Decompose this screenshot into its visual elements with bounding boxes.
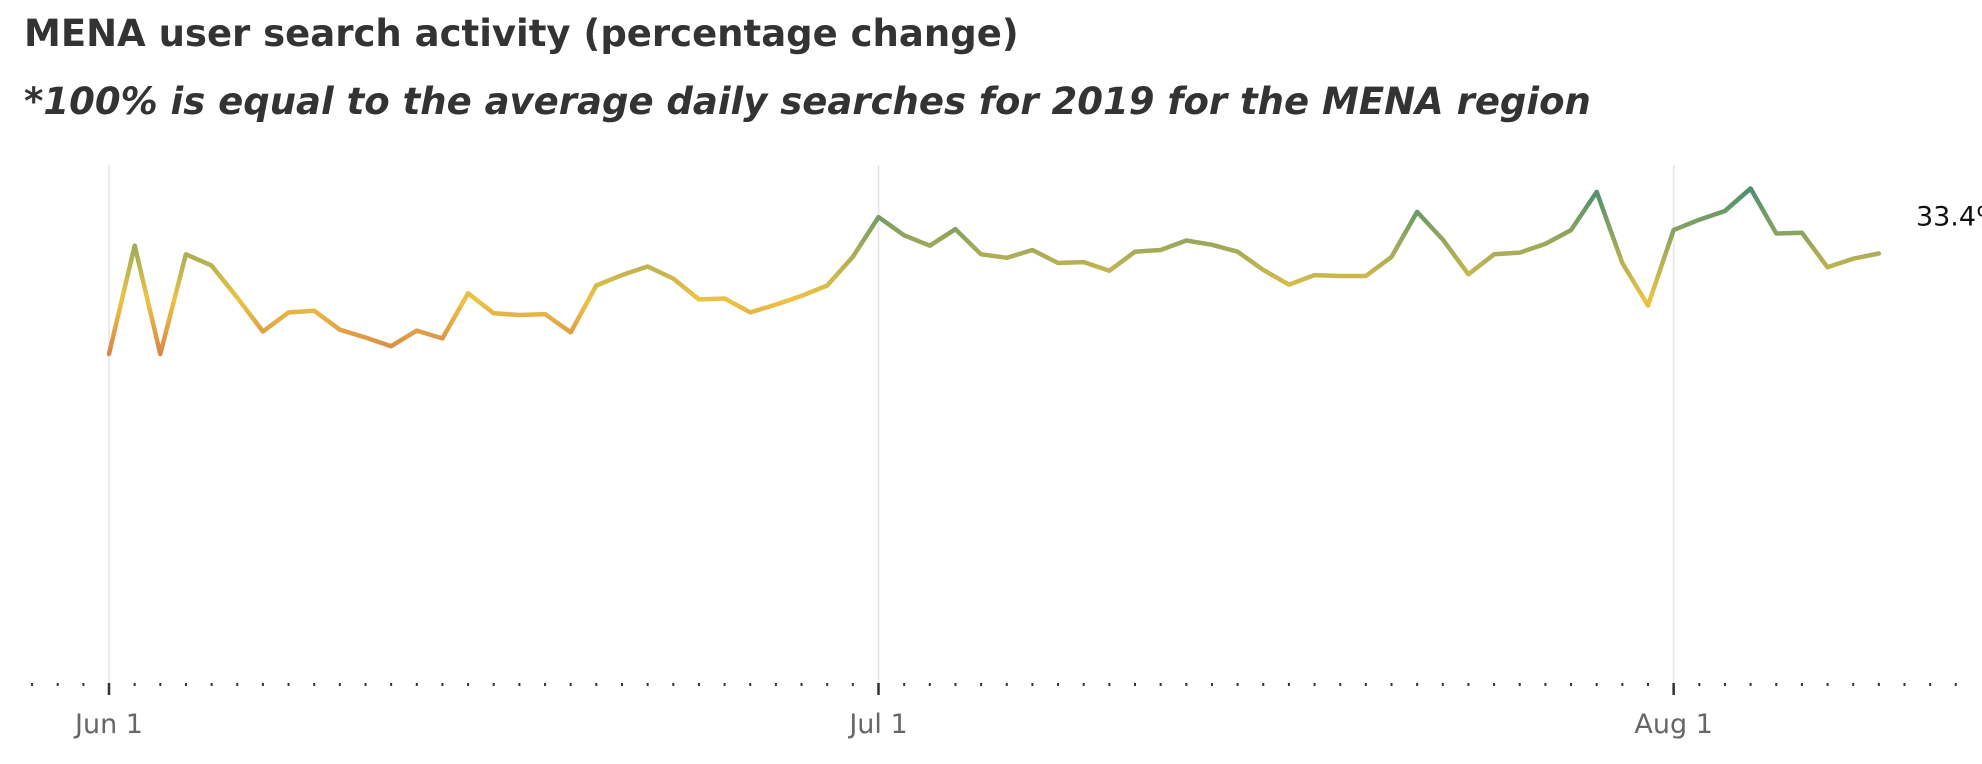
chart-subtitle: *100% is equal to the average daily sear… (24, 80, 1591, 123)
x-axis-tick-labels: Jun 1 Jul 1 Aug 1 (73, 709, 1713, 740)
x-axis-ticks (31, 683, 1957, 695)
x-tick-label: Jun 1 (73, 709, 143, 740)
x-tick-label: Jul 1 (847, 709, 907, 740)
grid-lines (108, 165, 1675, 683)
x-tick-label: Aug 1 (1634, 709, 1712, 740)
series-line (106, 186, 1882, 357)
end-value-label: 33.4% (1916, 201, 1982, 232)
chart-title: MENA user search activity (percentage ch… (24, 12, 1019, 55)
